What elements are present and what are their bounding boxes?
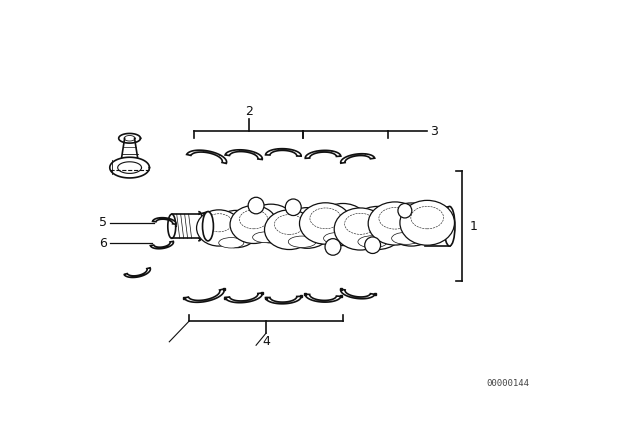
Ellipse shape <box>324 233 352 244</box>
Ellipse shape <box>334 208 387 250</box>
Ellipse shape <box>365 237 381 254</box>
Polygon shape <box>187 150 227 164</box>
Text: 2: 2 <box>244 104 253 117</box>
Ellipse shape <box>253 232 280 243</box>
Ellipse shape <box>398 203 412 218</box>
Ellipse shape <box>368 202 422 245</box>
Polygon shape <box>184 289 224 302</box>
Ellipse shape <box>285 199 301 215</box>
Polygon shape <box>225 293 262 303</box>
Ellipse shape <box>444 207 455 246</box>
Polygon shape <box>266 296 301 304</box>
Text: 1: 1 <box>469 220 477 233</box>
Polygon shape <box>305 294 341 302</box>
Ellipse shape <box>246 204 295 243</box>
Polygon shape <box>150 241 173 249</box>
Ellipse shape <box>300 203 351 244</box>
Ellipse shape <box>325 239 341 255</box>
Ellipse shape <box>358 236 387 248</box>
Ellipse shape <box>288 236 316 247</box>
Ellipse shape <box>392 232 421 244</box>
Ellipse shape <box>400 200 454 245</box>
Text: 6: 6 <box>99 237 108 250</box>
Text: 5: 5 <box>99 216 108 229</box>
Ellipse shape <box>385 203 438 246</box>
Ellipse shape <box>196 210 241 246</box>
Polygon shape <box>266 149 301 156</box>
Text: 3: 3 <box>429 125 438 138</box>
Ellipse shape <box>230 206 277 244</box>
Polygon shape <box>340 289 375 299</box>
Ellipse shape <box>248 197 264 214</box>
Ellipse shape <box>219 237 244 248</box>
Polygon shape <box>225 150 262 159</box>
Ellipse shape <box>317 203 369 246</box>
Ellipse shape <box>213 211 259 248</box>
Polygon shape <box>152 218 176 224</box>
Ellipse shape <box>202 211 213 241</box>
Ellipse shape <box>282 207 332 248</box>
Text: 4: 4 <box>262 335 270 348</box>
Polygon shape <box>305 151 341 158</box>
Text: 00000144: 00000144 <box>486 379 529 388</box>
Ellipse shape <box>351 207 404 250</box>
Polygon shape <box>340 154 375 163</box>
Ellipse shape <box>264 210 314 250</box>
Polygon shape <box>124 268 150 277</box>
